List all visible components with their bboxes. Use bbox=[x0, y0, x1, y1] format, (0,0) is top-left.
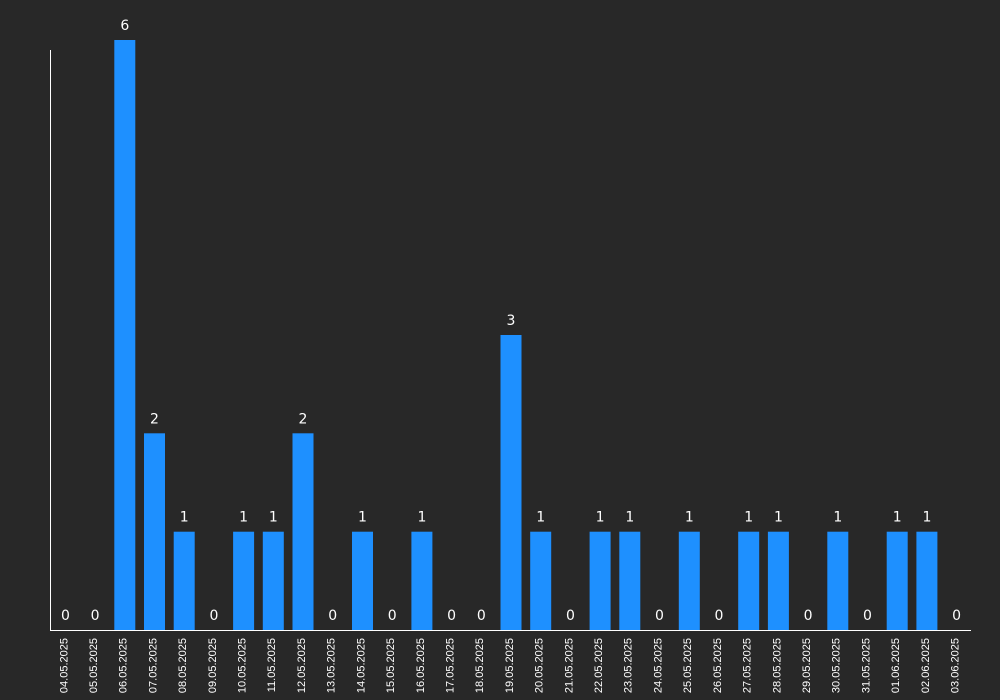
bar-16.05.2025 bbox=[411, 531, 433, 630]
x-tick-label-16.05.2025: 16.05.2025 bbox=[415, 638, 427, 693]
x-tick-label-13.05.2025: 13.05.2025 bbox=[326, 638, 338, 693]
value-label-26.05.2025: 0 bbox=[715, 608, 724, 624]
x-tick-label-07.05.2025: 07.05.2025 bbox=[147, 638, 159, 693]
bar-11.05.2025 bbox=[262, 531, 284, 630]
bar-12.05.2025 bbox=[292, 433, 314, 630]
value-label-28.05.2025: 1 bbox=[774, 510, 783, 526]
x-tick-label-30.05.2025: 30.05.2025 bbox=[831, 638, 843, 693]
x-tick-label-03.06.2025: 03.06.2025 bbox=[950, 638, 962, 693]
value-label-09.05.2025: 0 bbox=[209, 608, 218, 624]
value-label-07.05.2025: 2 bbox=[150, 411, 159, 427]
value-labels-group: 0 0 6 2 1 0 1 1 2 0 1 0 1 0 0 3 1 0 1 1 0 1 0 1 1 0 1 0 1 1 0 bbox=[61, 18, 961, 624]
x-tick-label-05.05.2025: 05.05.2025 bbox=[88, 638, 100, 693]
x-tick-label-15.05.2025: 15.05.2025 bbox=[385, 638, 397, 693]
x-tick-label-08.05.2025: 08.05.2025 bbox=[177, 638, 189, 693]
value-label-15.05.2025: 0 bbox=[388, 608, 397, 624]
x-tick-label-18.05.2025: 18.05.2025 bbox=[474, 638, 486, 693]
value-label-17.05.2025: 0 bbox=[447, 608, 456, 624]
x-tick-label-04.05.2025: 04.05.2025 bbox=[58, 638, 70, 693]
bar-14.05.2025 bbox=[352, 531, 373, 630]
x-tick-label-06.05.2025: 06.05.2025 bbox=[118, 638, 130, 693]
bar-25.05.2025 bbox=[678, 531, 700, 630]
x-tick-label-24.05.2025: 24.05.2025 bbox=[652, 638, 664, 693]
value-label-13.05.2025: 0 bbox=[328, 608, 337, 624]
x-tick-label-28.05.2025: 28.05.2025 bbox=[771, 638, 783, 693]
x-tick-label-09.05.2025: 09.05.2025 bbox=[207, 638, 219, 693]
x-tick-label-26.05.2025: 26.05.2025 bbox=[712, 638, 724, 693]
bars-group bbox=[114, 40, 938, 630]
value-label-05.05.2025: 0 bbox=[91, 608, 100, 624]
x-tick-label-29.05.2025: 29.05.2025 bbox=[801, 638, 813, 693]
value-label-30.05.2025: 1 bbox=[833, 510, 842, 526]
value-label-11.05.2025: 1 bbox=[269, 510, 278, 526]
bar-20.05.2025 bbox=[530, 531, 552, 630]
value-label-22.05.2025: 1 bbox=[596, 510, 605, 526]
x-tick-label-17.05.2025: 17.05.2025 bbox=[445, 638, 457, 693]
value-label-18.05.2025: 0 bbox=[477, 608, 486, 624]
bar-02.06.2025 bbox=[916, 531, 938, 630]
value-label-03.06.2025: 0 bbox=[952, 608, 961, 624]
x-tick-label-11.05.2025: 11.05.2025 bbox=[266, 638, 278, 692]
value-label-10.05.2025: 1 bbox=[239, 510, 248, 526]
value-label-20.05.2025: 1 bbox=[536, 510, 545, 526]
value-label-23.05.2025: 1 bbox=[625, 510, 634, 526]
bar-23.05.2025 bbox=[619, 531, 641, 630]
bar-27.05.2025 bbox=[738, 531, 760, 630]
value-label-21.05.2025: 0 bbox=[566, 608, 575, 624]
bar-01.06.2025 bbox=[886, 531, 908, 630]
value-label-02.06.2025: 1 bbox=[922, 510, 931, 526]
x-tick-label-12.05.2025: 12.05.2025 bbox=[296, 638, 308, 693]
value-label-29.05.2025: 0 bbox=[804, 608, 813, 624]
bar-30.05.2025 bbox=[827, 531, 849, 630]
x-tick-label-20.05.2025: 20.05.2025 bbox=[534, 638, 546, 693]
bar-07.05.2025 bbox=[144, 433, 165, 630]
x-tick-label-21.05.2025: 21.05.2025 bbox=[563, 638, 575, 693]
bar-08.05.2025 bbox=[173, 531, 195, 630]
x-tick-label-10.05.2025: 10.05.2025 bbox=[237, 638, 249, 693]
x-tick-label-31.05.2025: 31.05.2025 bbox=[860, 638, 872, 693]
value-label-06.05.2025: 6 bbox=[120, 18, 129, 34]
x-tick-label-14.05.2025: 14.05.2025 bbox=[355, 638, 367, 693]
value-label-08.05.2025: 1 bbox=[180, 510, 189, 526]
x-tick-labels-group: 04.05.2025 05.05.2025 06.05.2025 07.05.2025… bbox=[58, 638, 961, 693]
x-tick-label-22.05.2025: 22.05.2025 bbox=[593, 638, 605, 693]
x-tick-label-01.06.2025: 01.06.2025 bbox=[890, 638, 902, 693]
value-label-14.05.2025: 1 bbox=[358, 510, 367, 526]
value-label-25.05.2025: 1 bbox=[685, 510, 694, 526]
x-tick-label-25.05.2025: 25.05.2025 bbox=[682, 638, 694, 693]
value-label-16.05.2025: 1 bbox=[417, 510, 426, 526]
value-label-01.06.2025: 1 bbox=[893, 510, 902, 526]
value-label-04.05.2025: 0 bbox=[61, 608, 70, 624]
bar-10.05.2025 bbox=[233, 531, 255, 630]
value-label-24.05.2025: 0 bbox=[655, 608, 664, 624]
x-tick-label-23.05.2025: 23.05.2025 bbox=[623, 638, 635, 693]
value-label-12.05.2025: 2 bbox=[299, 411, 308, 427]
x-tick-label-19.05.2025: 19.05.2025 bbox=[504, 638, 516, 693]
value-label-31.05.2025: 0 bbox=[863, 608, 872, 624]
x-tick-label-27.05.2025: 27.05.2025 bbox=[742, 638, 754, 693]
bar-28.05.2025 bbox=[767, 531, 789, 630]
value-label-27.05.2025: 1 bbox=[744, 510, 753, 526]
value-label-19.05.2025: 3 bbox=[507, 313, 516, 329]
bar-06.05.2025 bbox=[114, 40, 136, 630]
bar-22.05.2025 bbox=[589, 531, 611, 630]
x-tick-label-02.06.2025: 02.06.2025 bbox=[920, 638, 932, 693]
bar-19.05.2025 bbox=[500, 335, 522, 630]
